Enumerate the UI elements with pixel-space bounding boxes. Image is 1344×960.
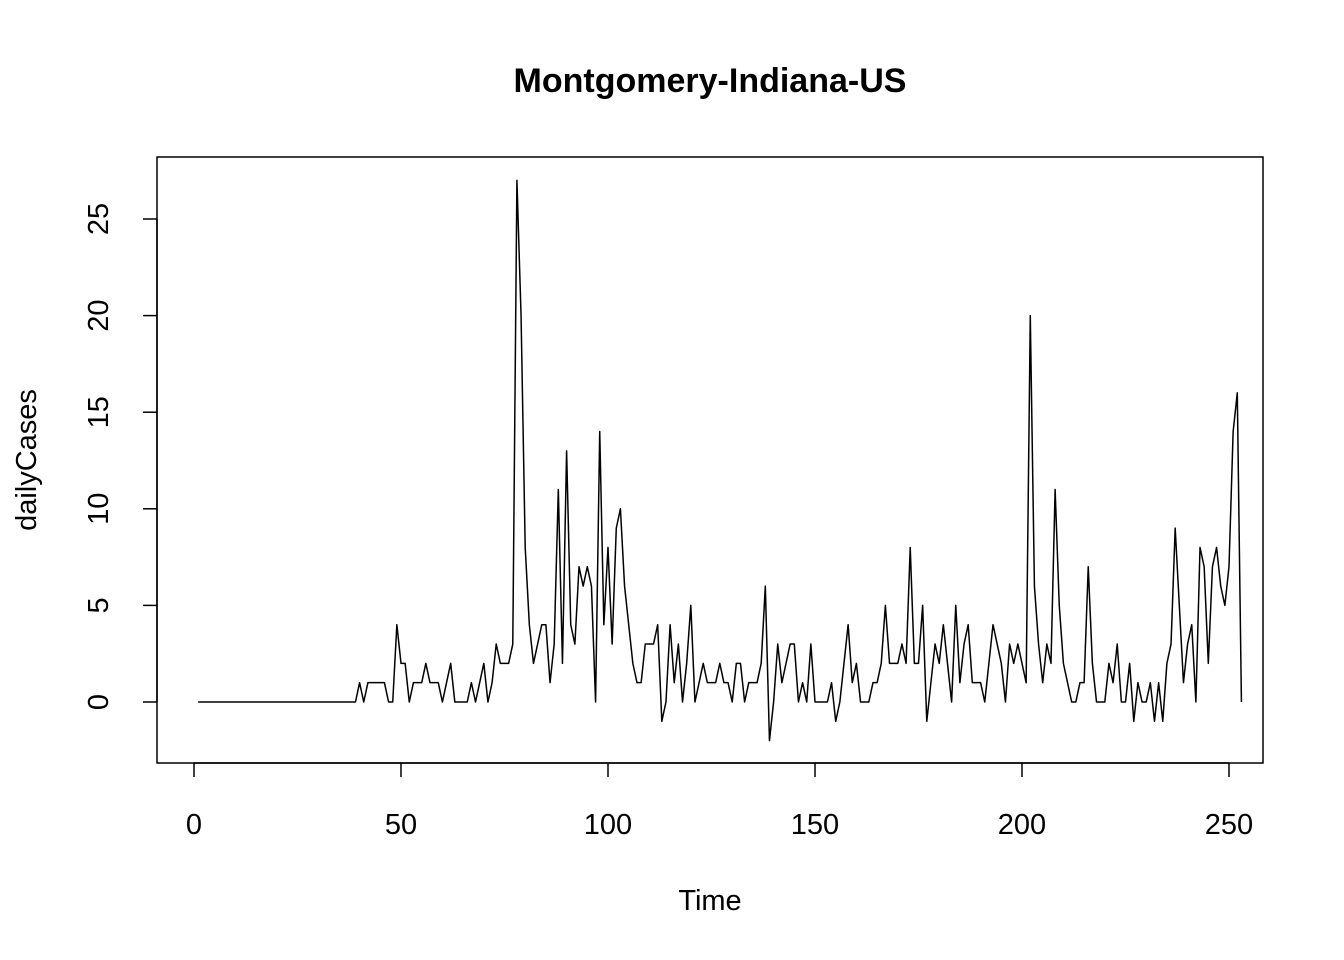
plot-frame [156, 156, 1264, 764]
x-axis: 0 50 100 150 200 250 [186, 762, 1253, 841]
x-tick-label: 150 [791, 809, 839, 841]
x-tick-label: 250 [1205, 809, 1253, 841]
y-axis-label: dailyCases [11, 389, 43, 531]
x-axis-label: Time [678, 885, 741, 917]
y-tick-label: 25 [83, 203, 115, 235]
y-tick-label: 10 [83, 493, 115, 525]
series-line [198, 179, 1243, 742]
y-tick-label: 0 [83, 694, 115, 710]
y-tick-label: 20 [83, 299, 115, 331]
y-tick-label: 15 [83, 396, 115, 428]
x-tick-label: 50 [385, 809, 417, 841]
y-tick-label: 5 [83, 597, 115, 613]
x-tick-label: 100 [584, 809, 632, 841]
chart-title: Montgomery-Indiana-US [514, 62, 907, 100]
x-tick-label: 0 [186, 809, 202, 841]
x-tick-label: 200 [998, 809, 1046, 841]
y-axis: 0 5 10 15 20 25 [83, 203, 158, 710]
